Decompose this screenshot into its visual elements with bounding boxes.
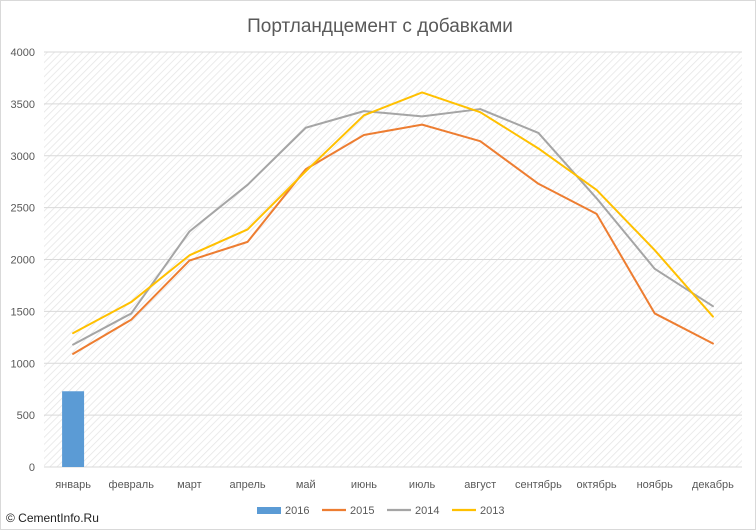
legend-label-2015: 2015 [350,505,374,517]
line-series-layer [72,91,714,355]
legend-swatch-2016 [257,507,281,514]
chart-title: Портландцемент с добавками [247,16,513,37]
series-line-2014 [72,108,714,346]
x-tick-label: август [464,479,496,491]
x-tick-label: октябрь [576,479,616,491]
bar-2016-0 [62,391,85,467]
x-tick-label: ноябрь [637,479,674,491]
y-tick-label: 1500 [11,306,35,318]
watermark-text: © CementInfo.Ru [6,511,99,525]
x-tick-label: март [177,479,202,491]
y-tick-label: 1000 [11,358,35,370]
y-tick-label: 4000 [11,47,35,59]
watermark: © CementInfo.Ru [6,511,99,525]
x-tick-label: декабрь [692,479,734,491]
legend-label-2013: 2013 [480,505,504,517]
y-tick-label: 3500 [11,99,35,111]
x-axis-tick-labels: январь февраль март апрель май июнь июль август… [55,479,734,491]
y-tick-label: 2000 [11,255,35,267]
bar-series-layer [62,391,85,467]
x-tick-label: май [296,479,316,491]
x-tick-label: июнь [351,479,377,491]
x-tick-label: июль [409,479,436,491]
y-tick-label: 0 [29,462,35,474]
x-tick-label: сентябрь [515,479,562,491]
y-tick-label: 2500 [11,203,35,215]
y-tick-label: 3000 [11,151,35,163]
x-tick-label: апрель [230,479,266,491]
legend-label-2014: 2014 [415,505,439,517]
legend-label-2016: 2016 [285,505,309,517]
legend: 2016 2015 2014 2013 [257,505,504,517]
series-line-2015 [72,123,714,355]
gridlines [44,51,742,468]
x-tick-label: февраль [109,479,155,491]
series-line-2013 [72,91,714,335]
y-tick-label: 500 [17,410,35,422]
y-axis-tick-labels: 0 500 1000 1500 2000 2500 3000 3500 4000 [11,47,35,474]
x-tick-label: январь [55,479,91,491]
